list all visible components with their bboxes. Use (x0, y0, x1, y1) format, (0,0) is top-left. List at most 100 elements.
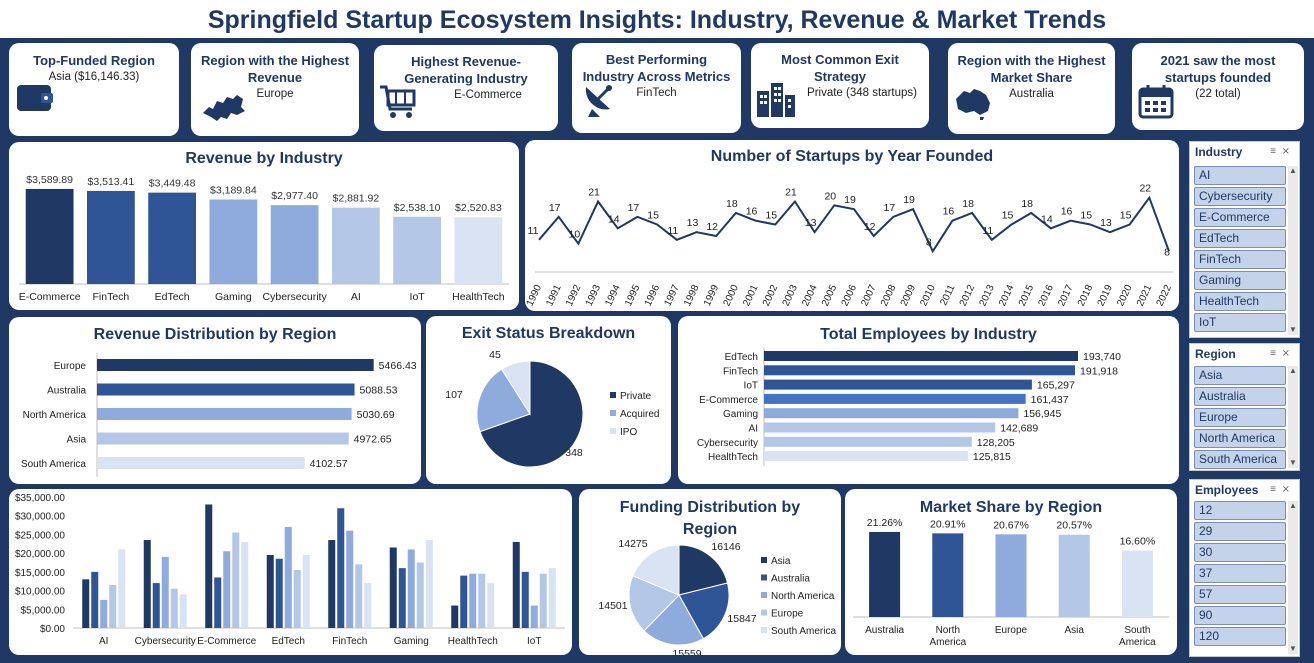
tick-label: 2021 (1135, 283, 1155, 308)
slicer-item[interactable]: Cybersecurity (1194, 187, 1286, 206)
kpi-title: 2021 saw the most startups founded (1160, 53, 1276, 85)
bar (425, 540, 433, 628)
tick-label: IoT (527, 636, 541, 647)
slicer-item[interactable]: Gaming (1194, 271, 1286, 290)
tick-label: HealthTech (708, 452, 758, 463)
multi-select-icon[interactable]: ≡ (1270, 146, 1279, 157)
tick-label: IoT (744, 381, 758, 392)
bar (764, 451, 968, 462)
legend-swatch (610, 410, 616, 416)
slicer-scrollbar[interactable]: ▲ ▼ (1288, 166, 1298, 335)
tick-label: 2003 (781, 283, 801, 308)
tick-label: 1991 (544, 283, 564, 308)
europe-map-icon (199, 89, 249, 130)
tick-label: Asia (67, 435, 87, 446)
slicer-item[interactable]: FinTech (1194, 250, 1286, 269)
data-label: 128,205 (977, 437, 1015, 449)
slicer-item[interactable]: HealthTech (1194, 292, 1286, 311)
exit-status-chart: 348 Private 107 Acquired 45 IPO (445, 349, 659, 468)
data-label: 15 (647, 210, 659, 222)
slicer-item[interactable]: IoT (1194, 313, 1286, 332)
bar (266, 555, 274, 628)
scroll-up-icon[interactable]: ▲ (1289, 166, 1297, 175)
bar (539, 573, 547, 628)
bar (97, 432, 349, 445)
data-label: 13 (805, 217, 817, 229)
bar (100, 599, 108, 628)
data-label: $3,589.89 (26, 174, 73, 186)
slicer-item[interactable]: E-Commerce (1194, 208, 1286, 227)
data-label: $3,513.41 (88, 176, 135, 188)
kpi-value: E-Commerce (454, 89, 522, 101)
slicer-item[interactable]: Australia (1194, 387, 1286, 406)
tick-label: Australia (865, 625, 904, 636)
market-share-title: Market Share by Region (919, 499, 1103, 516)
slicer-scrollbar[interactable]: ▲ ▼ (1288, 501, 1298, 654)
scroll-up-icon[interactable]: ▲ (1289, 501, 1297, 510)
data-label: 15 (1002, 210, 1014, 222)
industry-by-region-panel: $0.00 $5,000.00 $10,000.00 $15,000.00 $20,00… (9, 489, 572, 655)
data-label: 8 (1164, 246, 1170, 258)
scroll-down-icon[interactable]: ▼ (1289, 644, 1297, 653)
slicer-region: Region ≡ ⨯ Asia Australia Europe North America… (1189, 343, 1300, 471)
slicer-item[interactable]: Asia (1194, 366, 1286, 385)
data-label: 20.67% (993, 519, 1029, 531)
tick-label: 1999 (702, 283, 722, 308)
scroll-up-icon[interactable]: ▲ (1289, 366, 1297, 375)
tick-label: 2017 (1056, 283, 1076, 308)
bar (223, 551, 231, 628)
tick-label: 2005 (820, 283, 840, 308)
bar (97, 457, 305, 469)
slicer-item[interactable]: AI (1194, 166, 1286, 185)
data-label: 5466.43 (379, 360, 417, 372)
tick-label: 2009 (899, 283, 919, 308)
clear-filter-icon[interactable]: ⨯ (1281, 484, 1293, 495)
slicer-item[interactable]: 90 (1194, 606, 1286, 625)
legend-label: Asia (771, 556, 791, 567)
tick-label: Gaming (215, 291, 252, 303)
data-label: 15 (1080, 210, 1092, 222)
scroll-down-icon[interactable]: ▼ (1289, 325, 1297, 334)
slicer-item[interactable]: 37 (1194, 564, 1286, 583)
data-label: 11 (667, 225, 678, 237)
bar (152, 583, 160, 628)
slicer-item[interactable]: 12 (1194, 501, 1286, 520)
multi-select-icon[interactable]: ≡ (1270, 348, 1279, 359)
tick-label: Europe (54, 361, 87, 372)
slicer-item[interactable]: 120 (1194, 627, 1286, 646)
kpi-value: FinTech (636, 87, 677, 99)
scroll-down-icon[interactable]: ▼ (1289, 458, 1297, 467)
slicer-item[interactable]: 29 (1194, 522, 1286, 541)
bar (346, 530, 354, 628)
kpi-card: Best Performing Industry Across Metrics F… (572, 43, 741, 133)
bar (209, 199, 258, 284)
slicer-scrollbar[interactable]: ▲ ▼ (1288, 366, 1298, 468)
y-tick-label: $30,000.00 (15, 512, 65, 523)
bar (398, 568, 406, 628)
slicer-item[interactable]: EdTech (1194, 229, 1286, 248)
data-label: 45 (489, 349, 501, 361)
data-label: 12 (864, 221, 876, 233)
data-label: 193,740 (1083, 351, 1121, 363)
tick-label: 1997 (662, 283, 682, 308)
data-label: $3,189.84 (210, 185, 257, 197)
data-label: 16146 (711, 541, 740, 553)
slicer-item[interactable]: 57 (1194, 585, 1286, 604)
bar (355, 564, 363, 628)
legend-label: Europe (771, 609, 804, 620)
bar (364, 583, 372, 628)
tick-label: 1994 (603, 283, 623, 308)
tick-label: AI (351, 291, 361, 303)
tick-label: 2012 (958, 283, 978, 308)
data-label: 17 (628, 202, 640, 214)
tick-label: 2006 (840, 283, 860, 308)
clear-filter-icon[interactable]: ⨯ (1281, 146, 1293, 157)
slicer-item[interactable]: South America (1194, 450, 1286, 469)
bar (416, 562, 424, 628)
data-label: $2,538.10 (394, 202, 441, 214)
clear-filter-icon[interactable]: ⨯ (1281, 348, 1293, 359)
slicer-item[interactable]: 30 (1194, 543, 1286, 562)
slicer-item[interactable]: North America (1194, 429, 1286, 448)
multi-select-icon[interactable]: ≡ (1270, 484, 1279, 495)
slicer-item[interactable]: Europe (1194, 408, 1286, 427)
